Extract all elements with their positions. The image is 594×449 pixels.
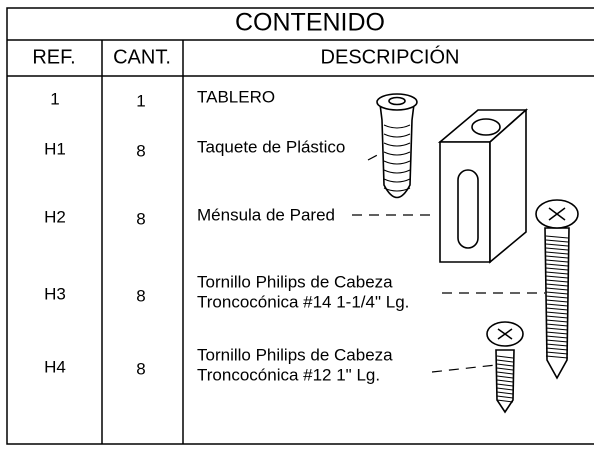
- plug-rib: [383, 142, 411, 147]
- parts-illustration: [352, 93, 579, 414]
- screw-thread: [545, 355, 569, 359]
- screw-thread: [545, 263, 569, 267]
- outer-border: [6, 7, 594, 445]
- screw-thread: [545, 247, 569, 251]
- table-frame: [6, 7, 594, 445]
- screw-thread: [545, 239, 569, 243]
- screw-thread: [545, 307, 569, 311]
- column-header: REF.: [32, 46, 75, 68]
- screw-thread: [545, 291, 569, 295]
- screw-thread: [545, 335, 569, 339]
- screw-thread: [496, 375, 514, 379]
- screw-thread: [545, 259, 569, 263]
- screw-thread: [496, 359, 514, 363]
- screw-thread: [496, 363, 514, 367]
- qty-cell: 8: [136, 286, 145, 305]
- plug-rib: [383, 124, 411, 129]
- table-rows: 1 1 TABLERO H1 8 Taquete de Plástico H2 8 Ménsul…: [44, 87, 409, 384]
- ref-cell: 1: [50, 89, 59, 108]
- screw-thread: [545, 283, 569, 287]
- screw-thread: [496, 387, 514, 391]
- column-header: DESCRIPCIÓN: [321, 45, 460, 68]
- screw-thread: [545, 311, 569, 315]
- screw-thread: [496, 371, 514, 375]
- screw-thread: [545, 243, 569, 247]
- long-screw-shank: [544, 227, 570, 380]
- description-cell: Troncocónica #14 1-1/4" Lg.: [197, 292, 409, 311]
- ref-cell: H3: [44, 284, 66, 303]
- description-cell: Tornillo Philips de Cabeza: [197, 272, 393, 291]
- screw-thread: [496, 383, 514, 387]
- qty-cell: 1: [136, 91, 145, 110]
- plug-body: [379, 103, 415, 199]
- screw-thread: [496, 391, 514, 395]
- ref-cell: H1: [44, 139, 66, 158]
- screw-thread: [545, 339, 569, 343]
- screw-thread: [545, 331, 569, 335]
- plug-rib: [383, 187, 411, 192]
- description-cell: TABLERO: [197, 87, 275, 106]
- screw-thread: [545, 303, 569, 307]
- screw-thread: [545, 327, 569, 331]
- ref-cell: H2: [44, 207, 66, 226]
- screw-thread: [545, 251, 569, 255]
- screw-thread: [496, 379, 514, 383]
- screw-thread: [545, 347, 569, 351]
- description-cell: Taquete de Plástico: [197, 137, 345, 156]
- screw-thread: [545, 287, 569, 291]
- screw-thread: [545, 315, 569, 319]
- screw-thread: [545, 299, 569, 303]
- screw-thread: [545, 275, 569, 279]
- screw-thread: [496, 399, 514, 403]
- leader-line: [431, 364, 497, 373]
- qty-cell: 8: [136, 141, 145, 160]
- long-screw-slot: [548, 207, 566, 221]
- short-screw-slot: [497, 328, 513, 340]
- bracket-slot: [457, 169, 479, 249]
- screw-thread: [545, 323, 569, 327]
- plug-hole: [388, 96, 406, 106]
- screw-thread: [496, 367, 514, 371]
- screw-thread: [545, 255, 569, 259]
- ref-cell: H4: [44, 357, 66, 376]
- plug-rib: [383, 178, 411, 183]
- qty-cell: 8: [136, 359, 145, 378]
- plug-rib: [383, 151, 411, 156]
- screw-thread: [545, 267, 569, 271]
- screw-thread: [545, 295, 569, 299]
- bracket-hole: [471, 118, 501, 136]
- screw-thread: [545, 343, 569, 347]
- column-header: CANT.: [113, 46, 171, 68]
- table-title: CONTENIDO: [235, 9, 385, 37]
- leader-line: [367, 151, 384, 161]
- bracket-edge: [489, 108, 527, 264]
- description-cell: Troncocónica #12 1" Lg.: [197, 365, 380, 384]
- plug-rib: [383, 160, 411, 165]
- screw-thread: [545, 271, 569, 275]
- screw-thread: [545, 235, 569, 239]
- description-cell: Tornillo Philips de Cabeza: [197, 345, 393, 364]
- screw-thread: [496, 395, 514, 399]
- screw-thread: [545, 351, 569, 355]
- plug-rib: [383, 133, 411, 138]
- screw-thread: [545, 319, 569, 323]
- screw-thread: [496, 355, 514, 359]
- screw-thread: [545, 279, 569, 283]
- plug-rib: [383, 169, 411, 174]
- description-cell: Ménsula de Pared: [197, 205, 335, 224]
- qty-cell: 8: [136, 209, 145, 228]
